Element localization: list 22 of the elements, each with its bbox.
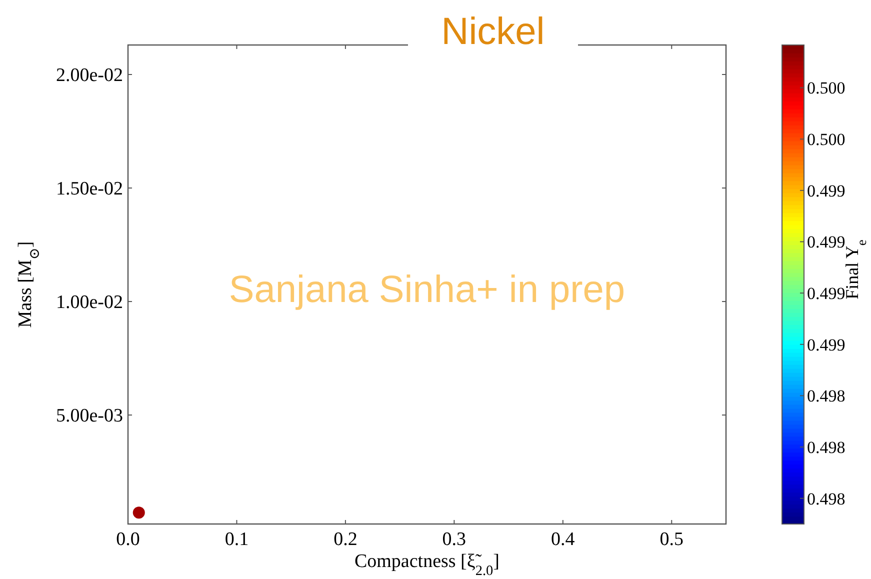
x-axis-title: Compactness [ξ̃$_{2.0}$]	[354, 551, 500, 579]
x-tick-label: 0.5	[660, 529, 684, 550]
color-bar-label: 0.499	[807, 335, 846, 354]
x-tick-label: 0.1	[224, 529, 249, 550]
color-bar-label: 0.498	[807, 489, 846, 508]
color-bar-label: 0.500	[807, 130, 846, 150]
x-tick-label: 0.4	[551, 529, 576, 550]
color-bar-label: 0.499	[807, 181, 846, 200]
y-tick-label: 5.00e-03	[56, 406, 123, 427]
y-tick-label: 2.00e-02	[56, 65, 123, 86]
x-tick-label: 0.2	[334, 529, 358, 550]
color-bar-label: 0.498	[807, 386, 846, 406]
color-bar-label: 0.498	[807, 438, 846, 457]
color-bar-label: 0.500	[807, 78, 846, 98]
x-tick-label: 0.3	[442, 529, 466, 550]
y-tick-label: 1.50e-02	[56, 178, 123, 200]
color-bar-label: 0.499	[807, 232, 846, 252]
chart-title: Nickel	[441, 11, 545, 53]
x-tick-label: 0.0	[116, 529, 140, 550]
color-bar-label: 0.499	[807, 284, 846, 304]
y-tick-label: 1.00e-02	[56, 292, 123, 314]
annotation: Sanjana Sinha+ in prep	[228, 269, 626, 311]
